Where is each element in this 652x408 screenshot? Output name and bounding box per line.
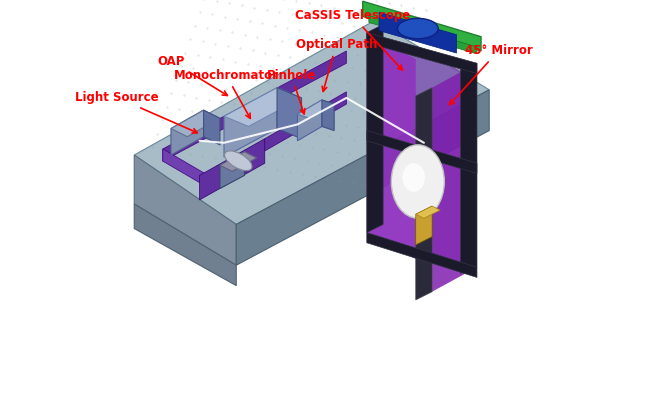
- Polygon shape: [163, 149, 212, 190]
- Polygon shape: [163, 51, 346, 161]
- Polygon shape: [297, 100, 334, 118]
- Polygon shape: [277, 88, 301, 139]
- Text: CaSSIS Telescope: CaSSIS Telescope: [295, 9, 410, 70]
- Text: Pinhole: Pinhole: [267, 69, 316, 114]
- Polygon shape: [367, 24, 383, 233]
- Ellipse shape: [224, 151, 252, 171]
- Polygon shape: [322, 100, 334, 131]
- Polygon shape: [367, 33, 477, 73]
- Polygon shape: [367, 233, 477, 277]
- Polygon shape: [171, 110, 203, 155]
- Polygon shape: [134, 20, 489, 224]
- Polygon shape: [369, 16, 477, 54]
- Polygon shape: [363, 1, 481, 51]
- Polygon shape: [134, 204, 236, 286]
- Polygon shape: [379, 12, 456, 53]
- Polygon shape: [220, 152, 257, 171]
- Polygon shape: [224, 88, 277, 157]
- Ellipse shape: [398, 18, 438, 39]
- Polygon shape: [432, 63, 477, 292]
- Polygon shape: [416, 88, 432, 300]
- Text: Optical Path: Optical Path: [295, 38, 377, 91]
- Polygon shape: [220, 152, 244, 188]
- Text: Monochromator: Monochromator: [173, 69, 278, 118]
- Polygon shape: [134, 155, 236, 265]
- Ellipse shape: [402, 163, 425, 192]
- Polygon shape: [367, 33, 416, 259]
- Polygon shape: [416, 206, 440, 218]
- Polygon shape: [236, 90, 489, 265]
- Polygon shape: [461, 63, 477, 273]
- Polygon shape: [265, 92, 346, 151]
- Polygon shape: [203, 110, 220, 145]
- Polygon shape: [200, 139, 265, 200]
- Polygon shape: [171, 110, 220, 137]
- Polygon shape: [367, 131, 477, 173]
- Polygon shape: [416, 206, 432, 245]
- Ellipse shape: [391, 145, 444, 218]
- Text: Light Source: Light Source: [75, 91, 198, 133]
- Polygon shape: [367, 33, 477, 267]
- Polygon shape: [224, 88, 301, 126]
- Polygon shape: [297, 100, 322, 141]
- Text: 45° Mirror: 45° Mirror: [449, 44, 533, 105]
- Text: OAP: OAP: [158, 55, 228, 95]
